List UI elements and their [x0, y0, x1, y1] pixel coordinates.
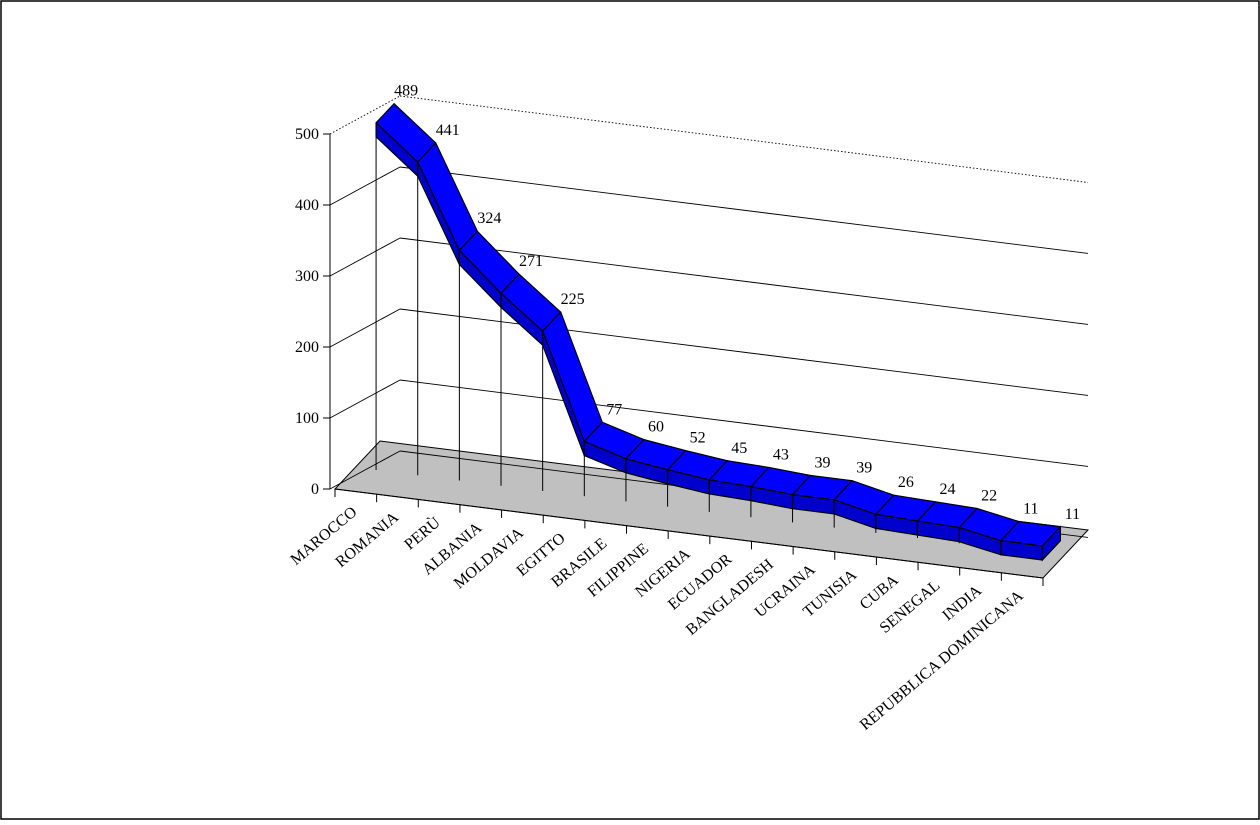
- data-label: 225: [561, 291, 585, 308]
- data-label: 45: [731, 440, 747, 457]
- data-label: 39: [856, 460, 872, 477]
- data-label: 43: [773, 446, 789, 463]
- gridline: [399, 95, 1089, 183]
- data-label: 24: [939, 481, 955, 498]
- data-label: 39: [815, 454, 831, 471]
- data-label: 324: [477, 210, 501, 227]
- data-label: 271: [519, 253, 543, 270]
- data-label: 441: [436, 122, 460, 139]
- ribbon-layer: [375, 103, 1062, 562]
- gridline-depth: [329, 450, 401, 490]
- category-axis-line: [334, 488, 1044, 579]
- data-label: 60: [648, 419, 664, 436]
- ribbon-end-cap: [1041, 525, 1062, 562]
- y-tick-label: 0: [311, 481, 319, 498]
- y-tick-label: 100: [295, 410, 319, 427]
- axis-layer: 0 100 200 300 400 500: [295, 126, 1044, 586]
- data-label: 489: [394, 83, 418, 100]
- gridline: [399, 237, 1089, 325]
- data-label: 26: [898, 474, 914, 491]
- gridline-depth: [329, 379, 401, 419]
- gridline: [399, 308, 1089, 396]
- y-tick-label: 400: [295, 197, 319, 214]
- gridline-layer: [329, 95, 1089, 554]
- gridline: [399, 166, 1089, 254]
- gridline-depth: [329, 237, 401, 277]
- y-tick-label: 200: [295, 339, 319, 356]
- gridline-depth: [329, 95, 401, 135]
- data-label: 52: [690, 430, 706, 447]
- gridline-depth: [329, 308, 401, 348]
- data-label: 77: [606, 401, 622, 418]
- y-tick-label: 300: [295, 268, 319, 285]
- data-label: 22: [981, 487, 997, 504]
- gridline-depth: [329, 166, 401, 206]
- data-label: 11: [1023, 501, 1038, 518]
- y-tick-label: 500: [295, 126, 319, 143]
- gridline: [399, 379, 1089, 467]
- data-label: 11: [1065, 506, 1080, 523]
